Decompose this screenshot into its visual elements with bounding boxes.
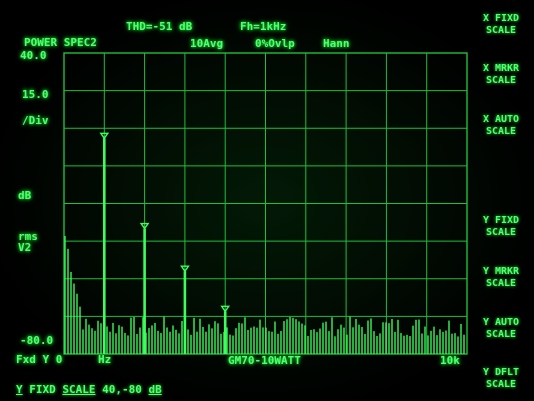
harmonic-4-marker: [220, 305, 231, 313]
fundamental-readout: Fh=1kHz: [240, 20, 287, 33]
rms-label: rms: [18, 230, 38, 243]
softkey-y-dflt-scale[interactable]: Y DFLT SCALE: [482, 367, 520, 390]
softkey-y-auto-scale[interactable]: Y AUTO SCALE: [482, 317, 520, 340]
x-right-label: 10k: [440, 354, 460, 367]
average-readout: 10Avg: [190, 37, 224, 50]
status-y: Y: [16, 383, 23, 396]
x-left-label: Fxd Y 0: [16, 353, 63, 366]
status-scale: SCALE: [62, 383, 96, 396]
spectrum-trace: [64, 138, 465, 354]
softkey-x-mrkr-scale[interactable]: X MRKR SCALE: [482, 63, 520, 86]
x-left-unit: Hz: [98, 353, 112, 366]
db-unit-label: dB: [18, 189, 32, 202]
status-line: Y FIXD SCALE 40,-80 dB: [16, 383, 162, 396]
y-top-value: 40.0: [20, 49, 47, 62]
y-scale-value: 15.0: [22, 88, 49, 101]
harmonic-1-marker: [99, 132, 110, 140]
status-range: 40,-80: [102, 383, 142, 396]
status-fixd: FIXD: [29, 383, 56, 396]
softkey-y-fixd-scale[interactable]: Y FIXD SCALE: [482, 215, 520, 238]
softkey-y-mrkr-scale[interactable]: Y MRKR SCALE: [482, 266, 520, 289]
softkey-x-auto-scale[interactable]: X AUTO SCALE: [482, 114, 520, 137]
y-bottom-value: -80.0: [20, 334, 54, 347]
v2-label: V2: [18, 241, 32, 254]
per-div-label: /Div: [22, 114, 49, 127]
plot-grid: [63, 52, 468, 355]
window-readout: Hann: [323, 37, 350, 50]
thd-readout: THD=-51 dB: [126, 20, 193, 33]
status-db: dB: [148, 383, 162, 396]
softkey-x-fixd-scale[interactable]: X FIXD SCALE: [482, 13, 520, 36]
harmonic-markers: [99, 132, 231, 313]
harmonic-3-marker: [180, 265, 190, 273]
measurement-title: POWER SPEC2: [24, 36, 97, 49]
overlap-readout: 0%Ovlp: [255, 37, 295, 50]
trace-name: GM70-10WATT: [228, 354, 301, 367]
harmonic-2-marker: [139, 222, 150, 230]
